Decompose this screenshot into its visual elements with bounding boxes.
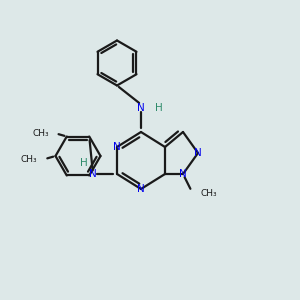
Text: N: N [89,169,97,179]
Text: N: N [137,184,145,194]
Text: CH₃: CH₃ [200,189,217,198]
Text: N: N [113,142,121,152]
Text: N: N [194,148,202,158]
Text: CH₃: CH₃ [32,129,49,138]
Text: H: H [80,158,88,169]
Text: N: N [179,169,187,179]
Text: N: N [137,103,145,113]
Text: CH₃: CH₃ [21,154,38,164]
Text: H: H [155,103,163,113]
